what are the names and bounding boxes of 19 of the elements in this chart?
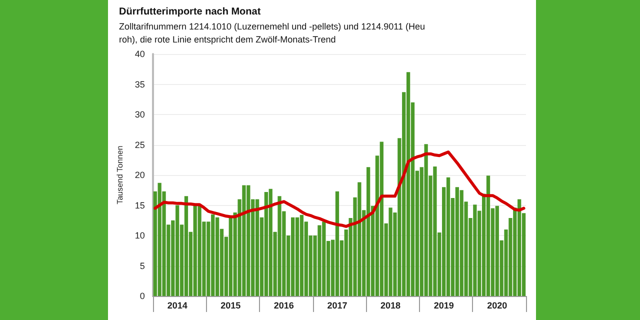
y-tick-label: 15 [134, 200, 145, 210]
y-tick-label: 35 [134, 79, 145, 90]
x-tick-label: 2018 [380, 300, 401, 310]
y-tick-label: 30 [134, 110, 145, 120]
x-tick-label: 2019 [434, 300, 454, 310]
x-tick-label: 2020 [487, 300, 508, 310]
y-tick-label: 10 [134, 230, 145, 240]
y-tick-label: 0 [140, 291, 145, 301]
x-tick-label: 2014 [167, 300, 188, 310]
y-tick-label: 25 [134, 140, 145, 150]
y-tick-label: 20 [134, 170, 145, 180]
x-tick-label: 2015 [220, 300, 241, 310]
x-tick-label: 2016 [274, 300, 294, 310]
x-tick-label: 2017 [327, 300, 348, 310]
y-axis-title: Tausend Tonnen [116, 146, 124, 204]
y-tick-label: 40 [134, 49, 145, 59]
chart-subtitle: Zolltarifnummern 1214.1010 (Luzernemehl und -pellets) und 1214.9011 (Heu roh), die rote Linie entspricht dem Zwölf-Monats-Trend [119, 22, 428, 44]
y-tick-label: 5 [140, 260, 145, 271]
chart-title: Dürrfutterimporte nach Monat [119, 6, 262, 18]
